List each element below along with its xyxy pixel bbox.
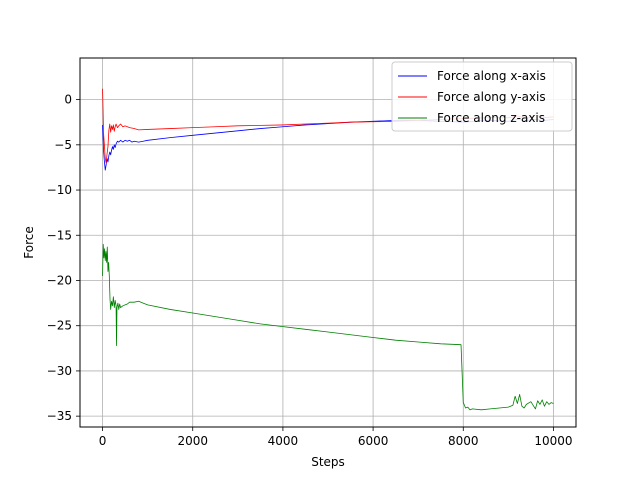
x-tick-label: 8000 [448,434,479,448]
y-tick-label: 0 [64,93,72,107]
legend-label-y: Force along y-axis [437,90,546,104]
x-tick-label: 10000 [534,434,572,448]
x-tick-label: 2000 [177,434,208,448]
x-axis-label: Steps [311,455,345,469]
y-tick-label: −30 [47,364,72,378]
axis-ticks: 0 2000 4000 6000 8000 10000 0 −5 −10 −15 −20 −25 −30… [47,93,573,448]
y-tick-label: −35 [47,409,72,423]
legend-box [391,61,573,132]
y-tick-label: −5 [54,138,72,152]
grid [80,58,576,427]
x-tick-label: 4000 [268,434,299,448]
series-line-force-z [102,243,554,411]
x-tick-label: 0 [99,434,107,448]
legend-label-z: Force along z-axis [437,111,545,125]
y-tick-label: −20 [47,273,72,287]
legend-label-x: Force along x-axis [437,69,546,83]
x-tick-label: 6000 [358,434,389,448]
axes-frame [79,57,577,428]
y-tick-label: −25 [47,319,72,333]
y-tick-label: −10 [47,183,72,197]
y-axis-label: Force [22,226,36,258]
legend: Force along x-axis Force along y-axis Fo… [391,61,573,132]
y-tick-label: −15 [47,228,72,242]
